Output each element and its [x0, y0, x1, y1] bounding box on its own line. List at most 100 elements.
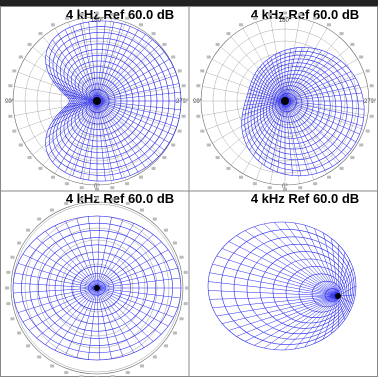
mesh-spoke [96, 20, 106, 102]
mesh-meridian [331, 238, 339, 297]
mesh-meridian [96, 287, 145, 348]
mesh-spoke [96, 100, 159, 157]
mesh-meridian [96, 287, 154, 342]
mesh-spoke [279, 52, 286, 102]
mesh-spoke [243, 100, 286, 139]
tick-box [110, 375, 115, 377]
tick-box [206, 143, 211, 147]
mesh-spoke [96, 100, 153, 163]
mesh-spoke [270, 57, 286, 102]
mesh-meridian [331, 295, 339, 334]
tick-box [206, 55, 211, 59]
tick-box [350, 156, 355, 160]
tick-box [359, 143, 364, 147]
tick-box [17, 331, 22, 335]
mesh-meridian [323, 232, 339, 297]
mesh-spoke [258, 100, 286, 161]
mesh-spoke [284, 48, 316, 102]
tick-box [369, 84, 374, 88]
mesh-meridian [54, 287, 98, 351]
tick-box [5, 286, 9, 290]
mesh-meridian [337, 295, 339, 328]
mesh-spoke [45, 63, 98, 102]
mesh-meridian [96, 217, 112, 289]
tick-box [371, 99, 375, 103]
tick-box [50, 364, 54, 368]
mesh-meridian [76, 218, 98, 289]
grid-spoke [68, 100, 98, 181]
tick-box [172, 331, 177, 335]
mesh-spoke [96, 100, 115, 181]
mesh-spoke [96, 100, 180, 119]
mesh-meridian [13, 287, 98, 294]
tick-box [10, 317, 15, 321]
mesh-spoke [67, 100, 98, 105]
mesh-spoke [250, 85, 286, 102]
grid-spoke [82, 18, 98, 102]
mesh-spoke [96, 100, 123, 179]
tick-box [12, 69, 17, 73]
mesh-spoke [248, 89, 286, 102]
grid-spoke [256, 21, 286, 102]
mesh-meridian [337, 276, 356, 297]
mesh-spoke [96, 23, 123, 102]
tick-box [26, 228, 31, 232]
tick-box [51, 23, 55, 27]
mesh-spoke [284, 84, 360, 102]
mesh-meridian [212, 263, 339, 297]
mesh-spoke [52, 81, 98, 102]
mesh-spoke [244, 100, 286, 106]
mesh-meridian [96, 249, 169, 289]
tick-box [163, 344, 168, 348]
mesh-meridian [263, 295, 339, 349]
tick-box [252, 16, 257, 20]
tick-box [267, 186, 272, 190]
mesh-meridian [17, 287, 98, 313]
panel-title: 4 kHz Ref 60.0 dB [251, 191, 359, 206]
grid-spoke [96, 100, 152, 166]
mesh-meridian [209, 272, 339, 297]
mesh-meridian [337, 295, 345, 320]
mesh-meridian [236, 235, 339, 297]
tick-box [163, 228, 168, 232]
mesh-meridian [96, 216, 101, 289]
tick-box [200, 69, 205, 73]
mesh-spoke [242, 100, 286, 116]
mesh-spoke [284, 100, 352, 150]
tick-box [179, 317, 184, 321]
mesh-meridian [323, 295, 339, 340]
mesh-meridian [284, 295, 339, 351]
mesh-meridian [294, 222, 339, 297]
mesh-meridian [96, 258, 174, 289]
tick-box [298, 186, 303, 190]
mesh-spoke [48, 72, 98, 102]
mesh-meridian [337, 295, 350, 313]
mesh-meridian [96, 287, 101, 360]
header-bar [0, 0, 378, 6]
mesh-spoke [284, 71, 352, 102]
mesh-spoke [96, 100, 170, 143]
tick-box [183, 99, 187, 103]
mesh-meridian [254, 295, 339, 346]
mesh-spoke [52, 39, 98, 102]
tick-box [267, 12, 272, 16]
mesh-spoke [96, 74, 177, 102]
mesh-meridian [54, 225, 98, 289]
mesh-meridian [96, 287, 135, 353]
mesh-meridian [337, 285, 357, 297]
tick-box [162, 156, 167, 160]
tick-box [171, 55, 176, 59]
mesh-meridian [337, 268, 354, 297]
mesh-spoke [88, 100, 98, 181]
tick-box [79, 375, 84, 377]
tick-box [6, 270, 11, 274]
tick-box [64, 182, 69, 186]
mesh-spoke [45, 54, 98, 102]
tick-box [200, 129, 205, 133]
grid-ring [10, 201, 184, 375]
tick-box [50, 208, 54, 212]
tick-box [6, 302, 11, 306]
mesh-spoke [247, 92, 286, 102]
tick-box [140, 208, 144, 212]
